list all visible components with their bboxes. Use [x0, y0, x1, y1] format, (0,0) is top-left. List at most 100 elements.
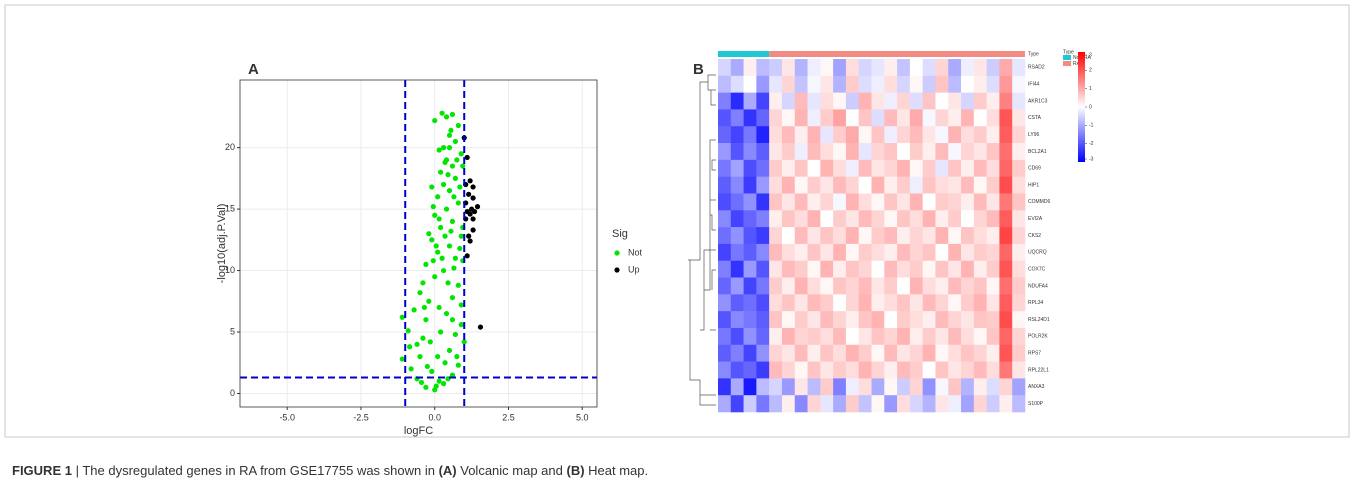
heatmap-cell — [743, 109, 757, 127]
point — [446, 132, 453, 138]
heatmap-cell — [961, 126, 975, 144]
heatmap-cell — [845, 92, 860, 110]
heatmap-cell — [718, 176, 732, 194]
heatmap-cell — [794, 227, 808, 245]
heatmap-cell — [781, 243, 796, 262]
point — [458, 151, 464, 157]
point — [407, 344, 413, 350]
point — [457, 184, 463, 190]
heatmap-cell — [756, 227, 770, 245]
heatmap-cell — [1012, 159, 1026, 177]
x-tick-label: 5.0 — [576, 412, 589, 422]
y-tick-label: 0 — [230, 388, 235, 398]
point — [429, 368, 435, 374]
point — [429, 184, 435, 190]
heatmap-cell — [820, 109, 834, 127]
heatmap-cell — [1012, 126, 1026, 144]
heatmap-cell — [820, 176, 834, 194]
heatmap-cell — [769, 75, 783, 93]
heatmap-cell — [884, 294, 898, 312]
heatmap-cell — [718, 327, 732, 346]
heatmap-cell — [769, 92, 783, 110]
heatmap-cell — [781, 176, 796, 194]
heatmap-cell — [935, 75, 949, 93]
point — [423, 261, 429, 267]
row-label: HIP1 — [1028, 182, 1039, 188]
point — [436, 378, 442, 384]
heatmap-cell — [948, 210, 962, 228]
heatmap-cell — [807, 260, 821, 278]
heatmap-cell — [909, 109, 923, 127]
heatmap-cell — [781, 361, 796, 379]
heatmap-cell — [781, 327, 796, 346]
heatmap-cell — [909, 260, 923, 278]
heatmap-cell — [756, 243, 770, 262]
heatmap-cell — [845, 210, 860, 228]
heatmap-cell — [730, 109, 744, 127]
heatmap-cell — [769, 176, 783, 194]
point — [433, 383, 439, 389]
heatmap-cell — [973, 311, 987, 329]
heatmap-cell — [935, 193, 949, 211]
heatmap-cell — [730, 327, 744, 346]
heatmap-cell — [948, 193, 962, 211]
heatmap-cell — [871, 210, 885, 228]
heatmap-cell — [833, 227, 847, 245]
heatmap-cell — [769, 294, 783, 312]
point — [443, 114, 450, 120]
heatmap-cell — [769, 143, 783, 161]
row-label: RSAD2 — [1028, 65, 1045, 71]
heatmap-cell — [897, 344, 911, 362]
heatmap-cell — [858, 243, 872, 262]
point — [439, 255, 445, 261]
heatmap-cell — [820, 395, 834, 413]
heatmap-cell — [794, 327, 808, 346]
y-axis-label: -log10(adj.P.Val) — [216, 204, 228, 284]
heatmap-cell — [897, 193, 911, 211]
heatmap-cell — [769, 260, 783, 278]
point — [420, 335, 426, 341]
heatmap-cell — [961, 344, 975, 362]
heatmap-cell — [961, 75, 975, 93]
point — [467, 238, 473, 244]
legend-marker — [614, 250, 620, 256]
point — [455, 200, 461, 206]
heatmap-cell — [948, 327, 962, 346]
heatmap-cell — [807, 176, 821, 194]
heatmap-cell — [999, 378, 1013, 396]
heatmap-cell — [973, 344, 987, 362]
heatmap-cell — [973, 210, 987, 228]
y-tick-label: 5 — [230, 326, 235, 336]
heatmap-cell — [845, 311, 860, 329]
heatmap-cell — [769, 361, 783, 379]
heatmap-cell — [909, 143, 923, 161]
panel-label: B — [693, 61, 704, 78]
heatmap-cell — [858, 277, 872, 295]
point — [438, 169, 444, 175]
point — [458, 233, 464, 239]
heatmap-cell — [743, 159, 757, 177]
heatmap-cell — [794, 277, 808, 295]
heatmap-cell — [743, 395, 757, 413]
heatmap-cell — [794, 243, 808, 262]
heatmap-cell — [935, 344, 949, 362]
heatmap-cell — [922, 395, 936, 413]
point — [451, 265, 457, 271]
point — [461, 339, 467, 345]
heatmap-cell — [820, 378, 834, 396]
point — [423, 317, 429, 323]
row-label: LY96 — [1028, 132, 1040, 138]
heatmap-cell — [973, 395, 987, 413]
heatmap-cell — [973, 243, 987, 262]
row-label: RPL22L1 — [1028, 367, 1049, 373]
heatmap-cell — [730, 176, 744, 194]
heatmap-cell — [820, 243, 834, 262]
heatmap-cell — [769, 277, 783, 295]
point — [448, 228, 454, 234]
heatmap-cell — [730, 344, 744, 362]
heatmap-cell — [973, 260, 987, 278]
heatmap-cell — [769, 109, 783, 127]
heatmap-cell — [948, 143, 962, 161]
caption-part: (B) — [567, 463, 585, 478]
heatmap-cell — [999, 176, 1013, 194]
